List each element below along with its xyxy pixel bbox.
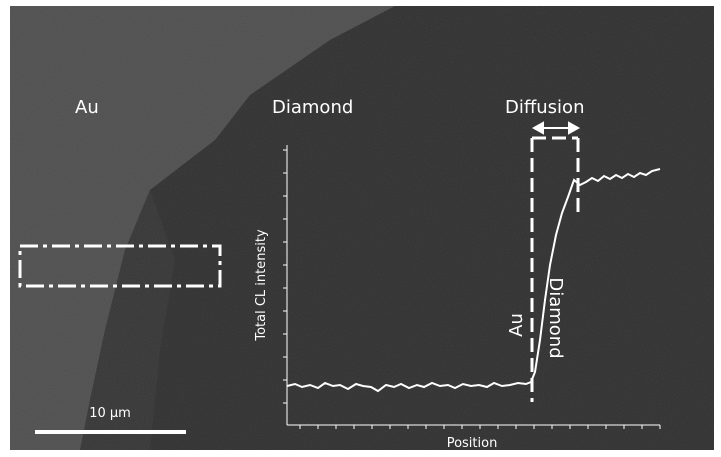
region-label: Diamond: [272, 97, 353, 118]
y-axis-label: Total CL intensity: [254, 229, 269, 342]
figure: Au Diamond Diffusion Total CL intensity …: [0, 0, 721, 457]
profile-annotation: Diamond: [545, 277, 566, 358]
region-label: Au: [75, 97, 99, 118]
region-label: Diffusion: [505, 97, 584, 118]
x-axis-label: Position: [447, 436, 498, 451]
profile-annotation: Au: [506, 313, 527, 337]
scale-bar-label: 10 µm: [89, 406, 131, 421]
page: Au Diamond Diffusion Total CL intensity …: [0, 0, 721, 457]
noise: [10, 6, 714, 450]
